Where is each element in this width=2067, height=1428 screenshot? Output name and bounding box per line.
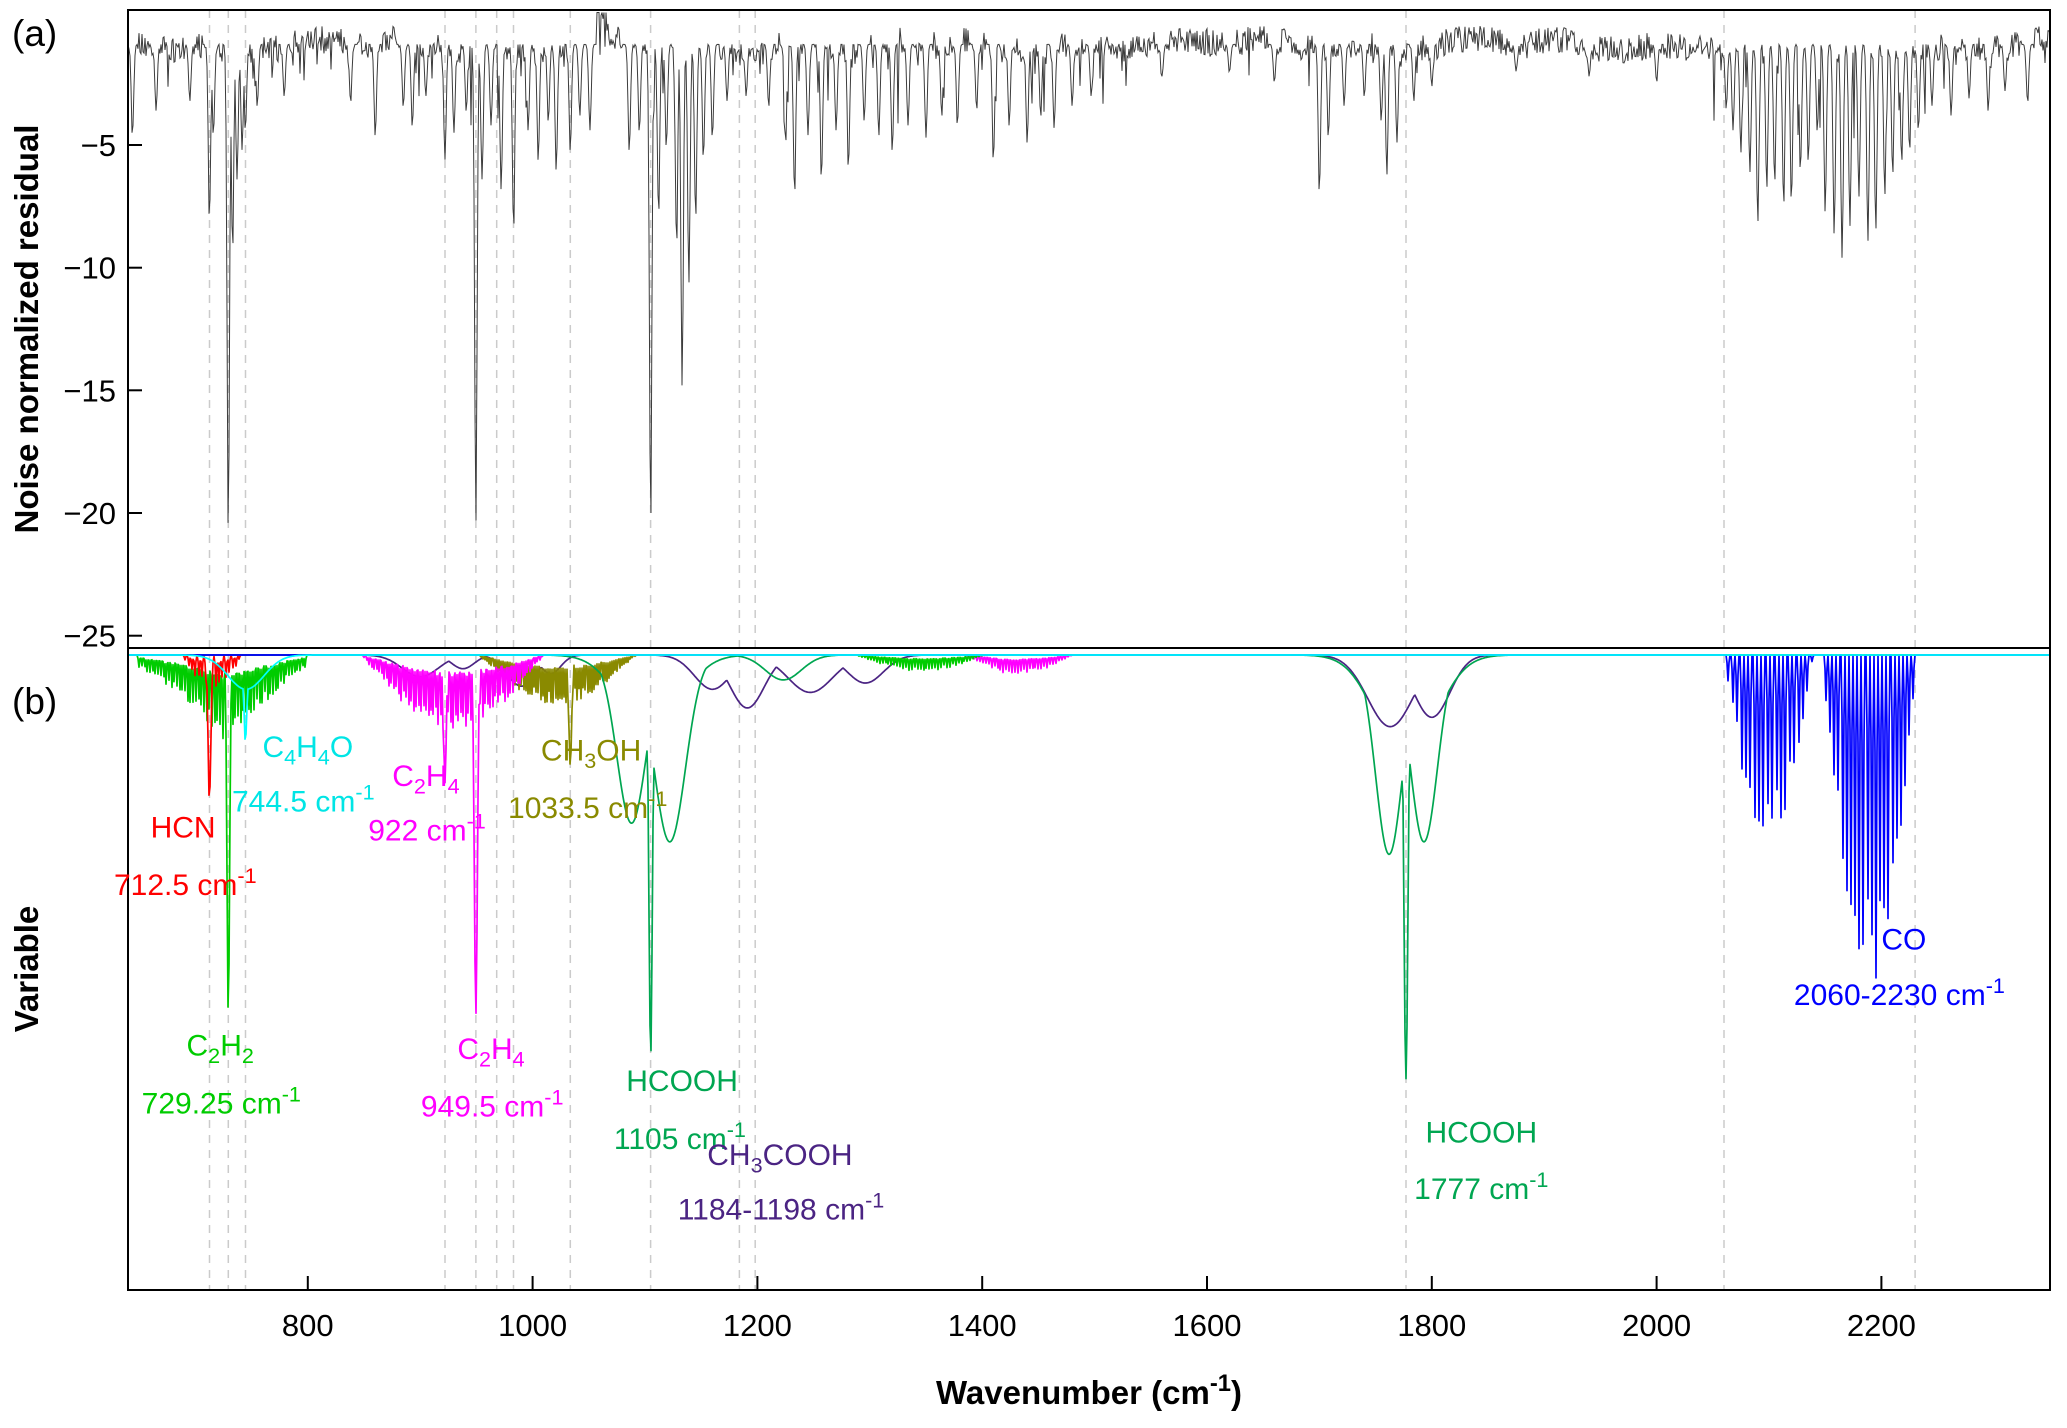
species-annotations: HCN 712.5 cm-1 C2H2 729.25 cm-1 C4H4O 744.5 c…: [114, 731, 2005, 1226]
x-axis-title: Wavenumber (cm-1): [936, 1370, 1242, 1411]
y-tick-label--5: −5: [81, 128, 116, 163]
panel-b-frame: [127, 647, 2051, 1291]
annotation-14: CH3COOH: [707, 1139, 852, 1178]
annotation-13: 1105 cm-1: [614, 1117, 746, 1156]
annotation-1: 712.5 cm-1: [114, 863, 257, 902]
x-tick-label-1800: 1800: [1397, 1308, 1466, 1343]
panel-b-letter: (b): [12, 681, 57, 722]
y-axis-title-residual: Noise normalized residual: [8, 125, 45, 534]
y-tick-label--15: −15: [63, 373, 116, 408]
annotation-0: HCN: [151, 811, 216, 844]
annotation-3: 729.25 cm-1: [142, 1082, 301, 1121]
annotation-8: C2H4: [457, 1033, 524, 1072]
annotation-19: 2060-2230 cm-1: [1794, 973, 2005, 1012]
annotation-11: 1033.5 cm-1: [508, 786, 667, 825]
x-tick-label-1200: 1200: [723, 1308, 792, 1343]
annotation-9: 949.5 cm-1: [421, 1085, 564, 1124]
annotation-2: C2H2: [187, 1030, 254, 1069]
x-tick-label-1000: 1000: [498, 1308, 567, 1343]
residual-trace: [127, 12, 2051, 523]
annotation-10: CH3OH: [541, 734, 641, 773]
species-series-layer: [128, 654, 2050, 1080]
panel-a-letter: (a): [12, 13, 57, 54]
annotation-16: HCOOH: [1425, 1116, 1537, 1149]
panel-a-frame: [127, 9, 2051, 649]
annotation-5: 744.5 cm-1: [232, 780, 375, 819]
y-tick-label--10: −10: [63, 251, 116, 286]
y-tick-label--25: −25: [63, 619, 116, 654]
annotation-12: HCOOH: [626, 1065, 738, 1098]
x-tick-label-1400: 1400: [948, 1308, 1017, 1343]
y-axis-title-variable: Variable: [8, 906, 45, 1033]
annotation-18: CO: [1881, 924, 1926, 957]
series-C4H4O: [128, 654, 2050, 740]
annotation-7: 922 cm-1: [368, 809, 486, 848]
annotation-15: 1184-1198 cm-1: [678, 1187, 885, 1226]
x-tick-label-2000: 2000: [1622, 1308, 1691, 1343]
x-tick-label-2200: 2200: [1847, 1308, 1916, 1343]
axes-frames: [127, 9, 2051, 1291]
axis-ticks: 800 1000 1200 1400 1600 1800 2000 2200 −5 −10 −15 −…: [63, 128, 1915, 1343]
x-tick-label-800: 800: [282, 1308, 334, 1343]
annotation-4: C4H4O: [262, 731, 353, 770]
residual-trace-layer: [127, 12, 2051, 523]
annotation-17: 1777 cm-1: [1414, 1167, 1548, 1206]
x-tick-label-1600: 1600: [1173, 1308, 1242, 1343]
y-tick-label--20: −20: [63, 496, 116, 531]
annotation-6: C2H4: [392, 760, 459, 799]
